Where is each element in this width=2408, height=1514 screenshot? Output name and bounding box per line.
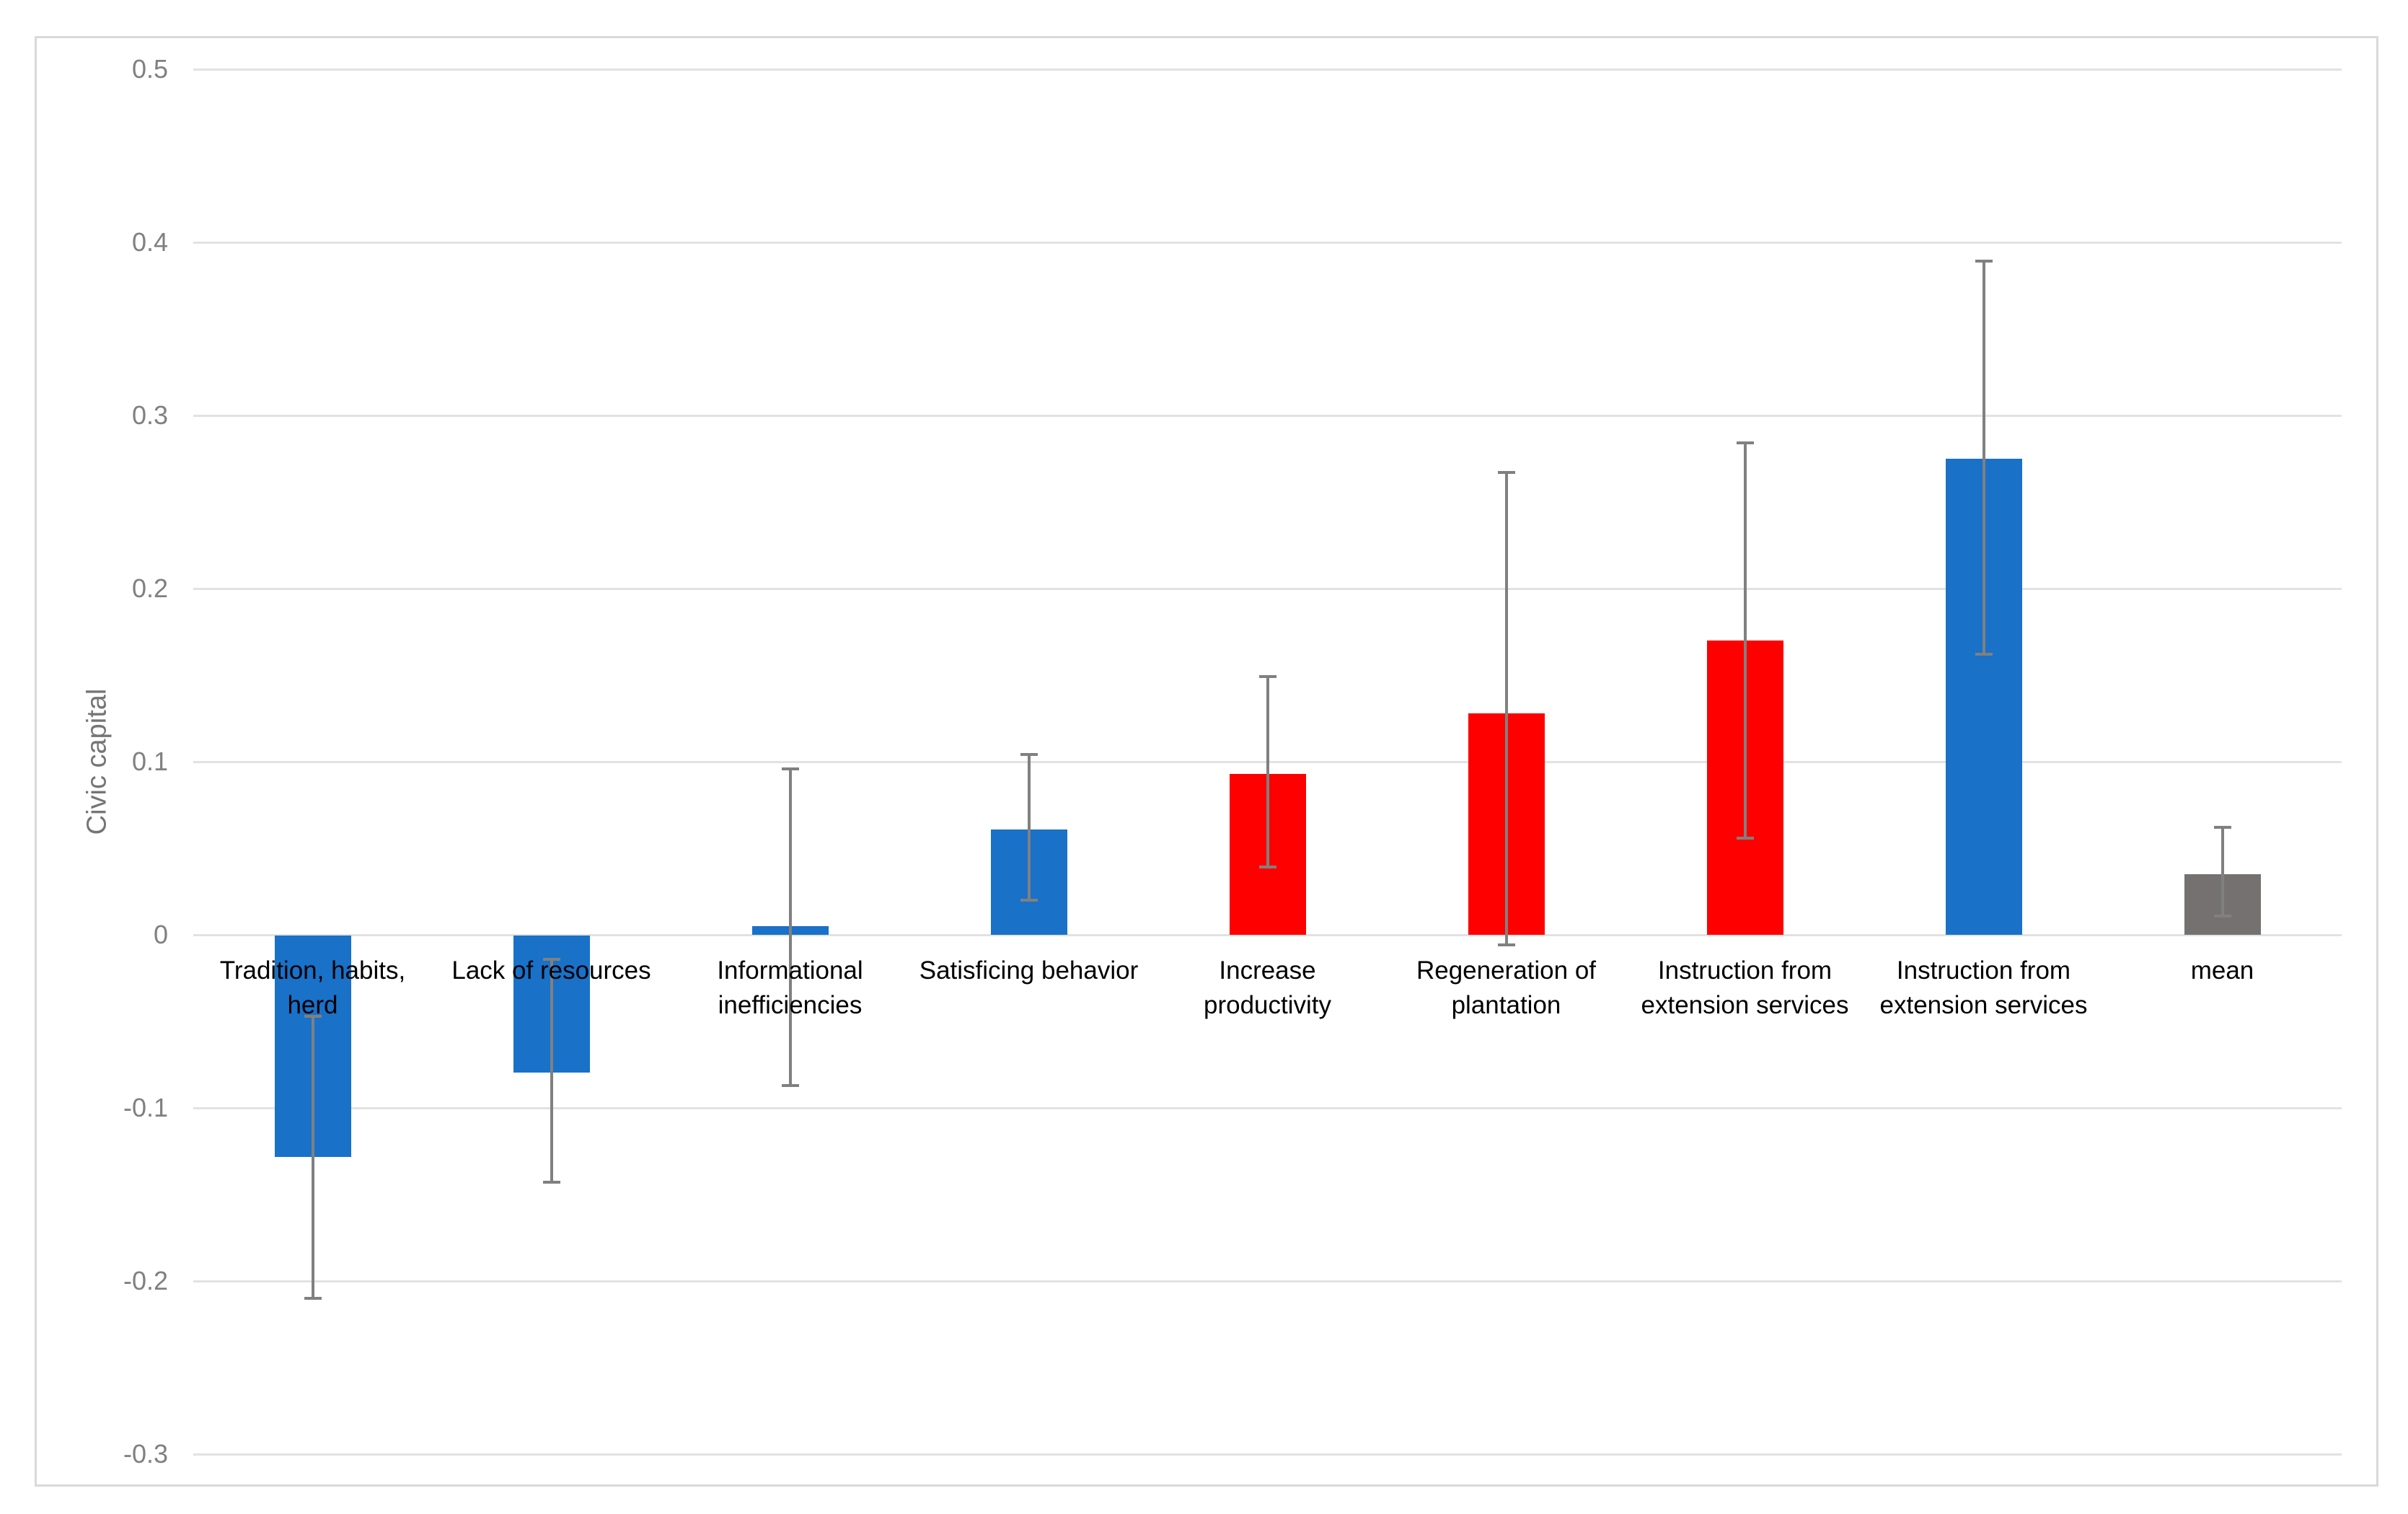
category-label-regeneration-of-plantation: Regeneration of plantation <box>1384 954 1629 1023</box>
category-label-line: Lack of resources <box>451 956 651 985</box>
category-label-instruction-from-extension-services-2: Instruction from extension services <box>1861 954 2107 1023</box>
category-label-lack-of-resources: Lack of resources <box>429 954 674 988</box>
category-label-increase-productivity: Increase productivity <box>1145 954 1390 1023</box>
category-label-line: Increase <box>1219 956 1316 985</box>
error-bar-line <box>2220 827 2224 916</box>
category-label-instruction-from-extension-services: Instruction from extension services <box>1623 954 1868 1023</box>
error-bar-line <box>550 959 553 1183</box>
error-bar-cap-bottom <box>1736 836 1754 840</box>
error-bar-line <box>311 1016 314 1298</box>
y-tick-label: 0 <box>153 920 168 949</box>
error-bar-cap-top <box>1258 675 1276 679</box>
error-bar-line <box>1743 443 1747 838</box>
y-gridline <box>193 1107 2342 1109</box>
y-tick-label: -0.3 <box>123 1439 168 1469</box>
y-gridline <box>193 415 2342 417</box>
y-gridline <box>193 1453 2342 1456</box>
category-label-line: extension services <box>1641 991 1849 1019</box>
y-tick-label: 0.2 <box>131 573 168 603</box>
error-bar-cap-top <box>1975 260 1993 263</box>
y-gridline <box>193 934 2342 936</box>
error-bar-cap-top <box>1497 471 1515 475</box>
error-bar-cap-bottom <box>1020 899 1038 902</box>
y-gridline <box>193 588 2342 590</box>
category-label-satisficing-behavior: Satisficing behavior <box>907 954 1152 988</box>
error-bar-line <box>1266 677 1269 868</box>
y-gridline <box>193 1280 2342 1282</box>
category-label-line: Tradition, habits, <box>219 956 406 985</box>
category-label-line: plantation <box>1451 991 1561 1019</box>
error-bar-cap-top <box>1736 441 1754 445</box>
error-bar-cap-top <box>304 1014 322 1018</box>
error-bar-cap-bottom <box>2213 914 2231 917</box>
category-label-line: Instruction from <box>1896 956 2071 985</box>
error-bar-cap-bottom <box>781 1083 799 1087</box>
error-bar-cap-bottom <box>1975 653 1993 656</box>
y-tick-label: -0.1 <box>123 1093 168 1122</box>
error-bar-cap-bottom <box>1258 866 1276 869</box>
y-tick-label: 0.3 <box>131 400 168 430</box>
error-bar-line <box>1027 754 1031 900</box>
error-bar-cap-bottom <box>542 1181 560 1184</box>
category-label-line: Informational <box>717 956 863 985</box>
category-label-line: extension services <box>1879 991 2088 1019</box>
y-gridline <box>193 69 2342 71</box>
category-label-mean: mean <box>2100 954 2345 988</box>
error-bar-line <box>1504 472 1508 946</box>
error-bar-cap-bottom <box>304 1297 322 1300</box>
y-gridline <box>193 242 2342 244</box>
y-tick-label: 0.1 <box>131 747 168 776</box>
error-bar-cap-top <box>1020 753 1038 757</box>
category-label-informational-inefficiencies: Informational inefficiencies <box>668 954 913 1023</box>
error-bar-line <box>1982 261 1985 655</box>
error-bar-cap-top <box>542 957 560 961</box>
error-bar-line <box>788 768 792 1086</box>
category-label-line: Satisficing behavior <box>919 956 1139 985</box>
category-label-tradition-habits-herd: Tradition, habits, herd <box>190 954 436 1023</box>
y-tick-label: -0.2 <box>123 1266 168 1295</box>
category-label-line: herd <box>287 991 338 1019</box>
y-tick-label: 0.5 <box>131 54 168 84</box>
y-axis-title: Civic capital <box>81 688 113 835</box>
category-label-line: Regeneration of <box>1416 956 1597 985</box>
category-label-line: inefficiencies <box>718 991 863 1019</box>
error-bar-cap-bottom <box>1497 943 1515 947</box>
error-bar-cap-top <box>781 767 799 770</box>
category-label-line: Instruction from <box>1657 956 1833 985</box>
category-label-line: productivity <box>1203 991 1332 1019</box>
y-tick-label: 0.4 <box>131 227 168 257</box>
category-label-line: mean <box>2190 956 2254 985</box>
error-bar-cap-top <box>2213 826 2231 829</box>
